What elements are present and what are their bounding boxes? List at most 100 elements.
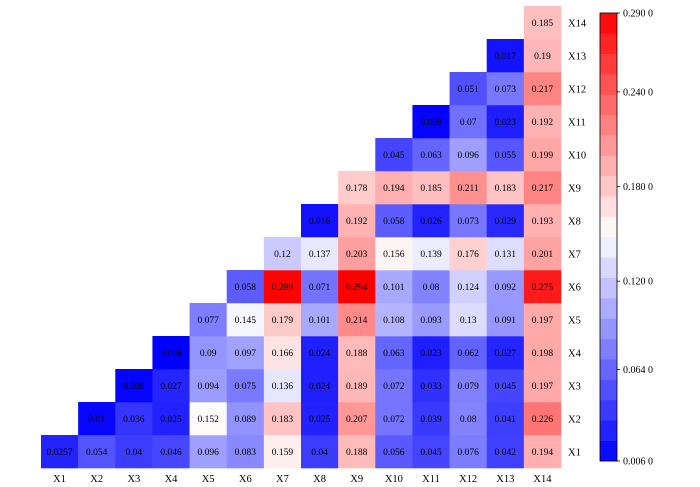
y-tick-label-X12: X12 [568,85,586,96]
heatmap-cell-X11-X11 [412,105,450,139]
cell-value-label: 0.159 [272,448,294,458]
heatmap-cell-X4-X3 [152,369,190,403]
heatmap-cell-X10-X1 [375,435,413,469]
x-tick-label-X12: X12 [459,474,477,485]
heatmap-cell-X13-X5 [486,303,525,337]
cell-value-label: 0.207 [346,415,368,425]
colorbar-step [600,216,617,238]
cell-value-label: 0.09 [200,349,217,359]
cell-value-label: 0.0257 [47,448,73,458]
cell-value-label: 0.101 [309,316,331,326]
heatmap-cell-X13-X8 [486,204,525,238]
cell-value-label: 0.075 [235,382,257,392]
heatmap-cell-X14-X7 [523,237,562,271]
heatmap-cell-X11-X9 [412,171,450,205]
cell-value-label: 0.04 [126,448,143,458]
y-tick-label-X6: X6 [568,283,581,294]
cell-value-label: 0.096 [457,151,479,161]
cell-value-label: 0.063 [383,349,405,359]
x-tick-label-X7: X7 [276,474,289,485]
heatmap-cell-X7-X6 [263,270,302,304]
cell-value-label: 0.12 [274,250,291,260]
heatmap-cell-X5-X3 [189,369,228,403]
x-axis-labels: X1 X2 X3 X4 X5 X6 X7 X8 X9 X10 X11 X12 X13 X14 [53,474,552,485]
cell-value-label: 0.188 [346,448,368,458]
heatmap-cell-X7-X1 [263,435,302,469]
cell-value-label: 0.194 [532,448,554,458]
cell-value-label: 0.025 [160,415,182,425]
heatmap-cell-X11-X8 [412,204,450,238]
heatmap-cell-X3-X3 [115,369,153,403]
y-tick-label-X9: X9 [568,184,581,195]
cell-value-label: 0.214 [346,316,368,326]
colorbar-step [600,114,617,136]
y-tick-label-X10: X10 [568,151,586,162]
cell-value-label: 0.072 [383,415,405,425]
heatmap-cell-X9-X6 [338,270,376,304]
colorbar-step [600,33,617,55]
x-tick-label-X5: X5 [202,474,215,485]
heatmap-cell-X12-X9 [449,171,488,205]
colorbar-step [600,440,617,462]
cell-value-label: 0.058 [383,217,405,227]
cell-value-label: 0.211 [458,184,479,194]
colorbar-frame [599,12,618,462]
heatmap-cell-X14-X4 [523,336,562,370]
cell-value-label: 0.093 [420,316,442,326]
cell-value-label: 0.055 [495,151,517,161]
heatmap-cell-X12-X7 [449,237,488,271]
heatmap-cell-X12-X4 [449,336,488,370]
cell-value-label: 0.178 [346,184,368,194]
y-tick-label-X14: X14 [568,19,587,30]
cell-value-label: 0.079 [457,382,479,392]
heatmap-cell-X14-X3 [523,369,562,403]
heatmap-cell-X14-X2 [523,402,562,436]
cell-value-label: 0.145 [235,316,257,326]
heatmap-cell-X6-X1 [226,435,265,469]
heatmap-cell-X11-X7 [412,237,450,271]
heatmap-cell-X14-X11 [523,105,562,139]
heatmap-cell-X12-X10 [449,138,488,172]
heatmap-cell-X4-X2 [152,402,190,436]
heatmap-cell-X13-X1 [486,435,525,469]
cell-value-label: 0.071 [309,283,331,293]
heatmap-cell-X13-X7 [486,237,525,271]
heatmap-cell-X10-X2 [375,402,413,436]
heatmap-cell-X12-X8 [449,204,488,238]
cell-value-label: 0.01 [88,415,105,425]
heatmap-cell-X14-X6 [523,270,562,304]
y-tick-label-X2: X2 [568,415,581,426]
x-tick-label-X14: X14 [533,474,552,485]
cell-value-label: 0.033 [420,382,442,392]
cell-value-label: 0.185 [532,19,554,29]
cell-value-label: 0.07 [460,118,477,128]
heatmap-cell-X12-X6 [449,270,488,304]
cell-value-label: 0.13 [460,316,477,326]
cell-value-label: 0.058 [235,283,257,293]
cell-value-label: 0.042 [495,448,517,458]
x-tick-label-X8: X8 [313,474,326,485]
colorbar-step [600,420,617,441]
x-tick-label-X9: X9 [350,474,363,485]
cell-value-label: 0.166 [272,349,294,359]
cell-value-label: 0.217 [532,85,554,95]
cell-value-label: 0.073 [457,217,479,227]
cell-value-label: 0.023 [495,118,517,128]
cell-value-label: 0.185 [420,184,442,194]
heatmap-cell-X10-X8 [375,204,413,238]
heatmap-cell-X13-X13 [486,39,525,73]
colorbar-tick-label: 0.120 0 [623,277,653,288]
y-tick-label-X11: X11 [568,118,586,129]
cell-value-label: 0.046 [160,448,182,458]
cell-value-label: 0.077 [197,316,219,326]
cell-value-label: 0.016 [309,217,331,227]
heatmap-cell-X13-X6 [486,270,525,304]
heatmap-cell-X8-X3 [301,369,339,403]
heatmap-cell-X4-X1 [152,435,190,469]
heatmap-cell-X9-X8 [338,204,376,238]
heatmap-cell-X10-X5 [375,303,413,337]
colorbar-step [600,13,617,34]
cell-value-label: 0.131 [495,250,517,260]
cell-value-label: 0.027 [495,349,517,359]
heatmap-cell-X13-X4 [486,336,525,370]
